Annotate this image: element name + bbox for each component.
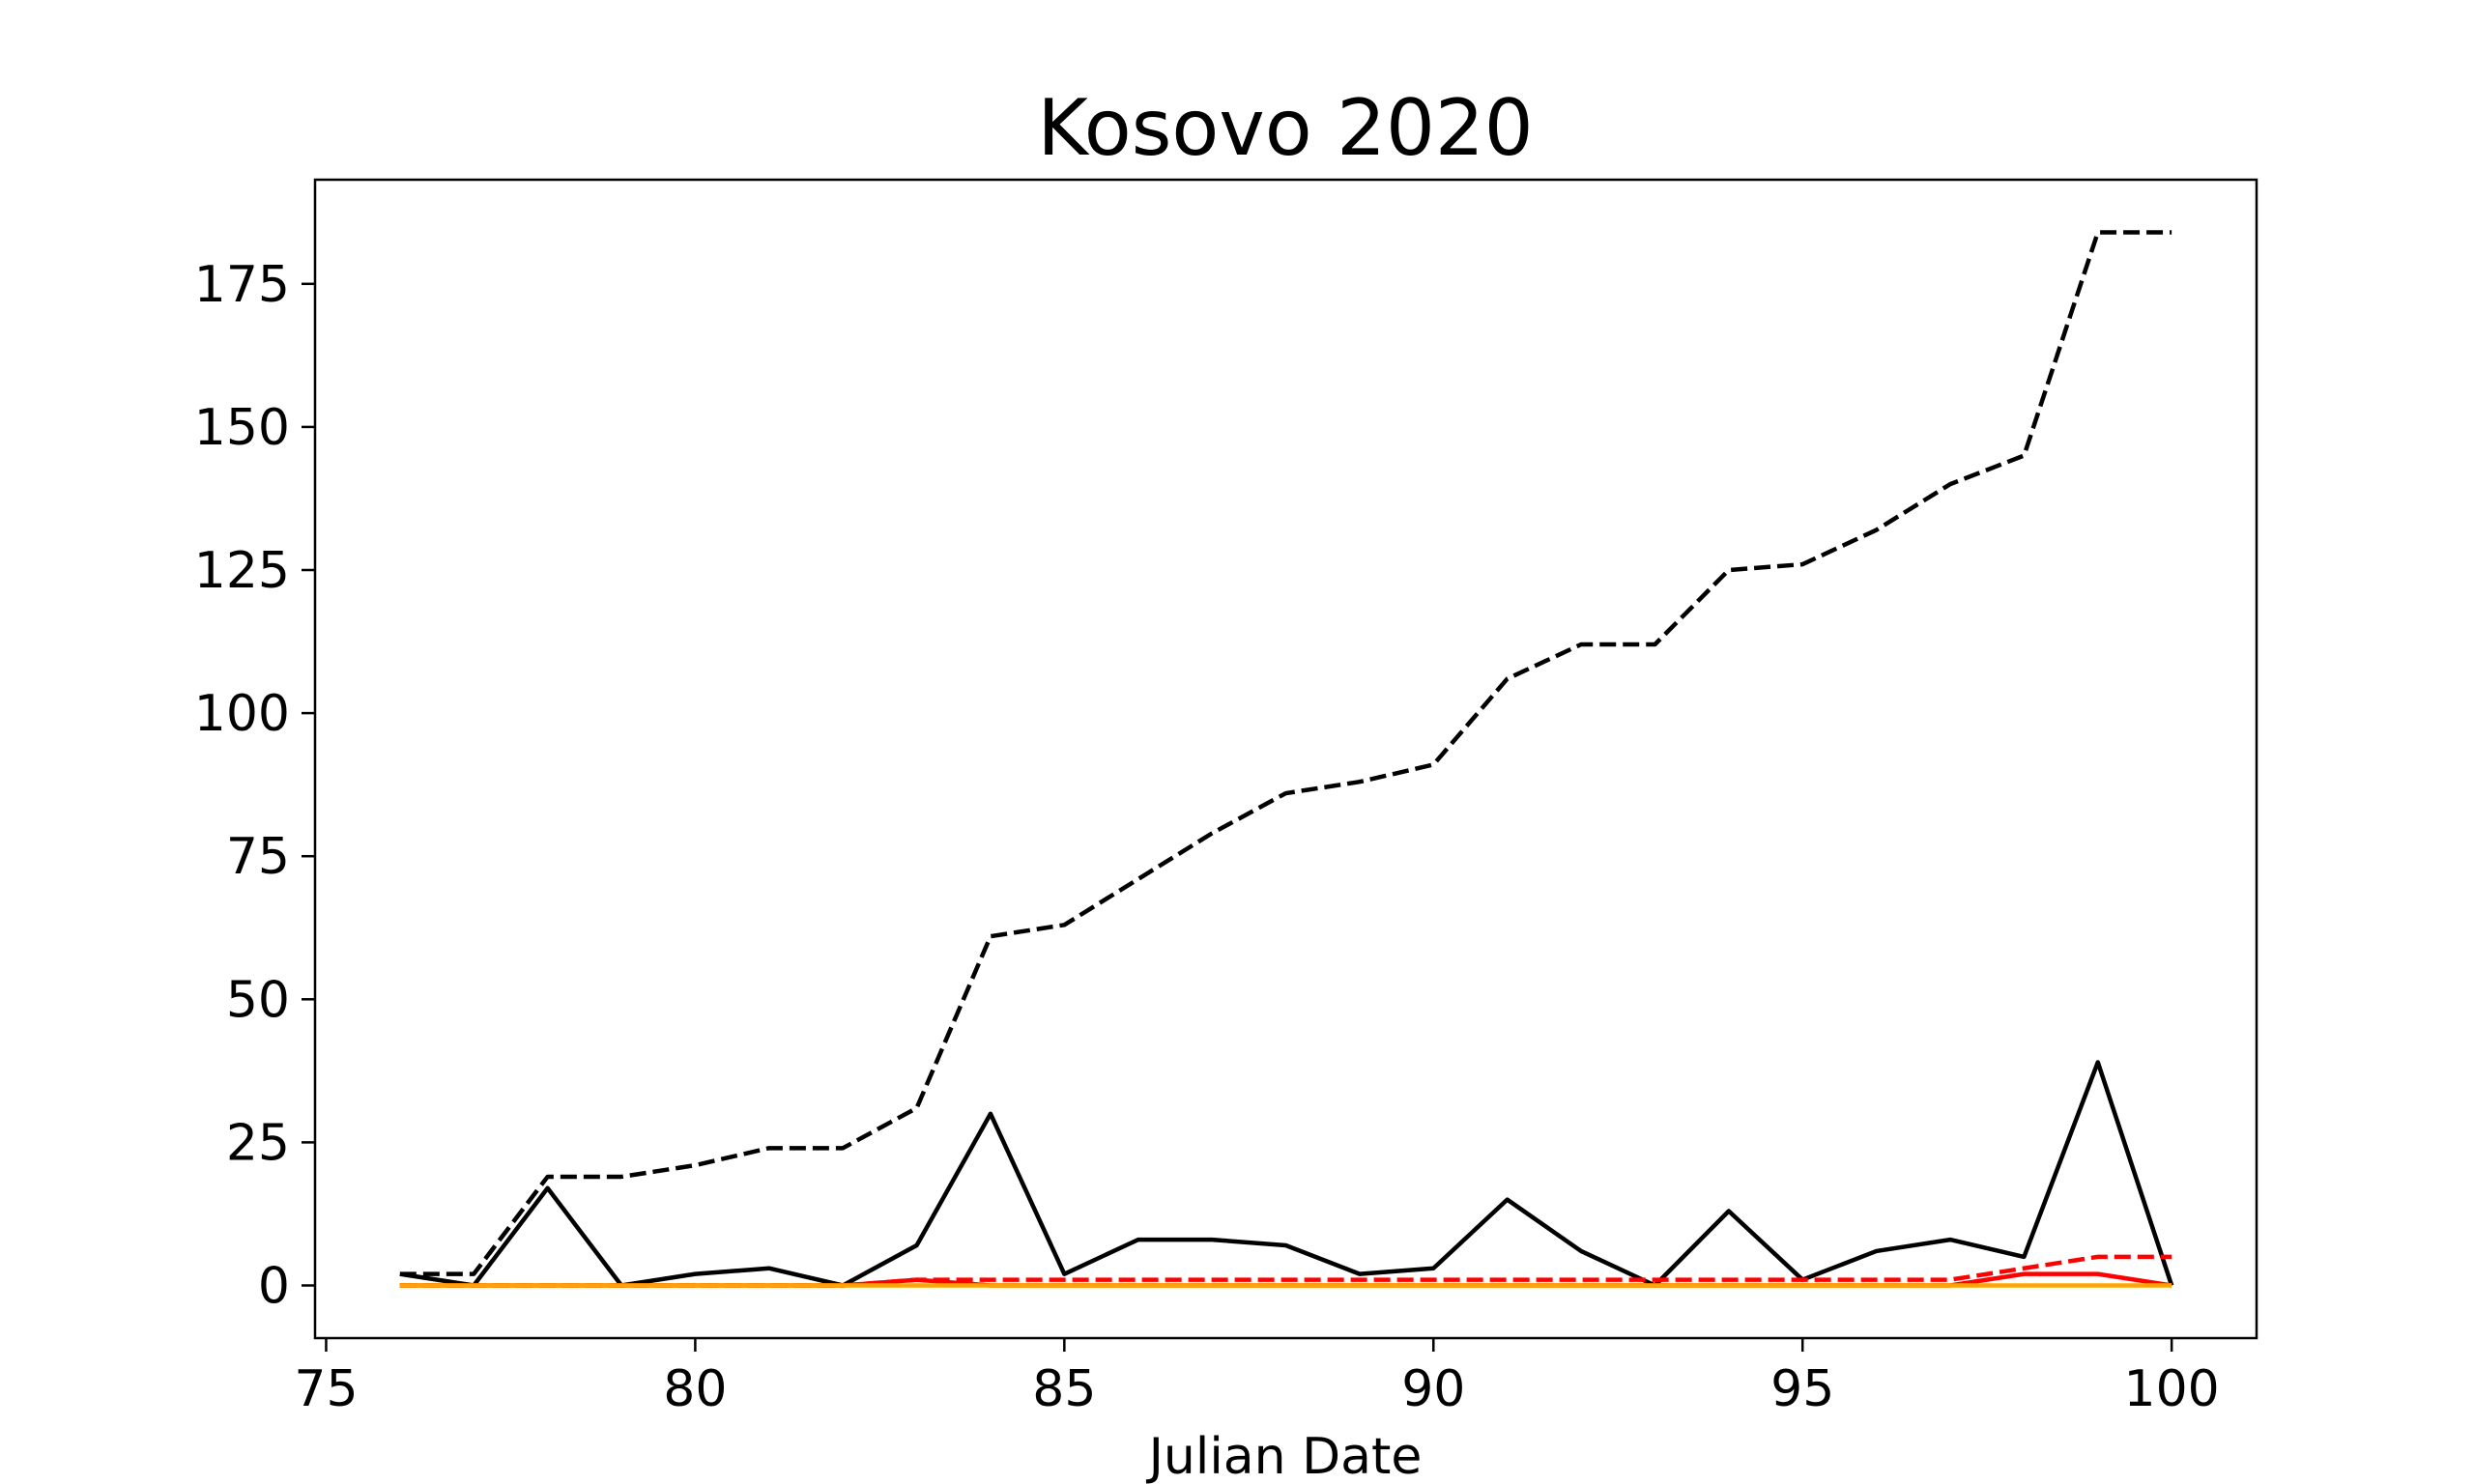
x-tick-label: 75 [294, 1360, 358, 1418]
y-tick-label: 150 [194, 399, 290, 457]
x-tick-label: 95 [1770, 1360, 1834, 1418]
chart-title: Kosovo 2020 [1037, 83, 1533, 173]
series-line-cumulative-cases [399, 230, 2172, 1276]
y-tick-label: 0 [258, 1258, 290, 1316]
x-tick-label: 80 [663, 1360, 727, 1418]
y-tick-label: 50 [226, 971, 290, 1029]
x-tick-label: 90 [1401, 1360, 1465, 1418]
x-tick-label: 100 [2124, 1360, 2220, 1418]
series-layer [399, 230, 2174, 1288]
y-tick-label: 25 [226, 1114, 290, 1172]
x-axis-label: Julian Date [1146, 1428, 1423, 1484]
ticks-layer: 75 80 85 90 95 100 0 25 50 75 100 125 150 175 [194, 256, 2220, 1418]
y-tick-label: 100 [194, 685, 290, 743]
y-tick-label: 75 [226, 828, 290, 886]
y-tick-label: 125 [194, 542, 290, 600]
plot-frame [313, 178, 2258, 1340]
y-tick-label: 175 [194, 256, 290, 314]
x-tick-label: 85 [1032, 1360, 1096, 1418]
series-line-cumulative-deaths [399, 1254, 2172, 1288]
series-line-daily-cases [399, 1060, 2174, 1288]
